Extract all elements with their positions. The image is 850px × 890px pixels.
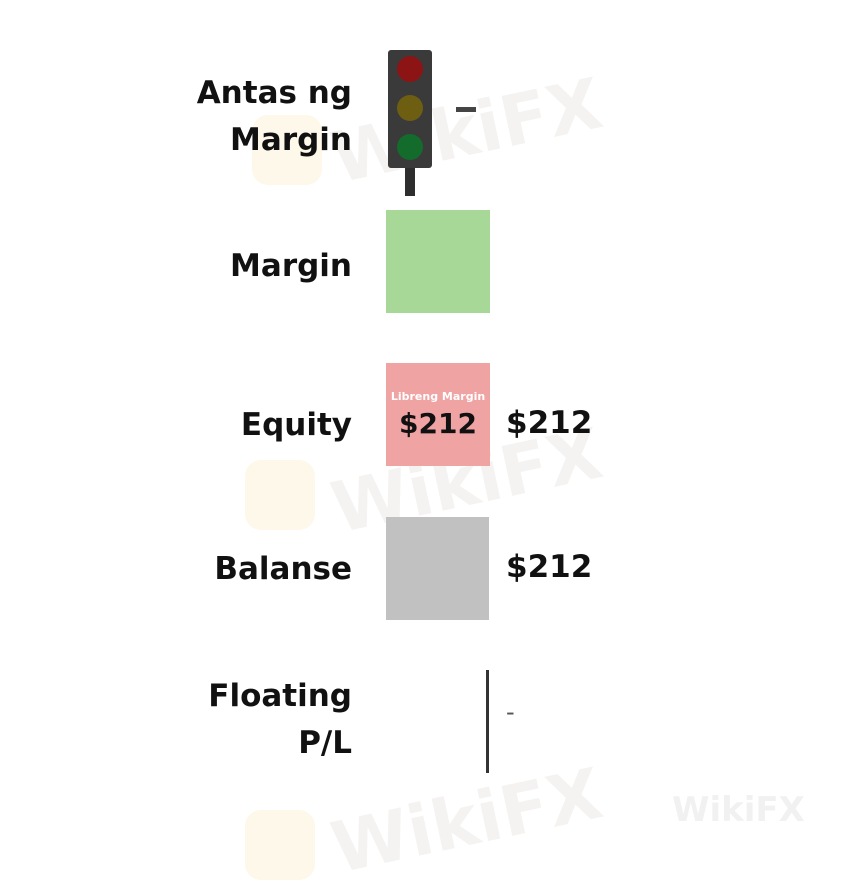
margin-box xyxy=(386,210,490,313)
watermark-logo xyxy=(245,810,315,880)
label-line: Antas ng xyxy=(196,75,352,111)
balance-box xyxy=(386,517,489,620)
margin-level-label: Antas ng Margin xyxy=(197,70,352,164)
label-line: Margin xyxy=(230,122,352,158)
watermark: WikiFX xyxy=(324,62,610,200)
floating-pl-axis xyxy=(486,670,489,773)
free-margin-value: $212 xyxy=(399,407,477,440)
traffic-light-icon xyxy=(388,50,432,196)
free-margin-caption: Libreng Margin xyxy=(390,390,486,403)
margin-level-value xyxy=(456,107,476,112)
balance-value: $212 xyxy=(506,549,593,585)
label-line: Floating xyxy=(208,678,352,714)
free-margin-box: Libreng Margin $212 xyxy=(386,363,490,466)
watermark-logo xyxy=(245,460,315,530)
equity-value: $212 xyxy=(506,405,593,441)
label-line: P/L xyxy=(298,725,352,761)
watermark: WikiFX xyxy=(324,752,610,890)
equity-label: Equity xyxy=(240,407,352,443)
watermark-small: WikiFX xyxy=(672,790,805,830)
margin-label: Margin xyxy=(230,248,352,284)
balance-label: Balanse xyxy=(214,551,352,587)
watermark-logo xyxy=(252,115,322,185)
floating-pl-label: Floating P/L xyxy=(208,673,352,767)
floating-pl-value: - xyxy=(506,698,515,726)
